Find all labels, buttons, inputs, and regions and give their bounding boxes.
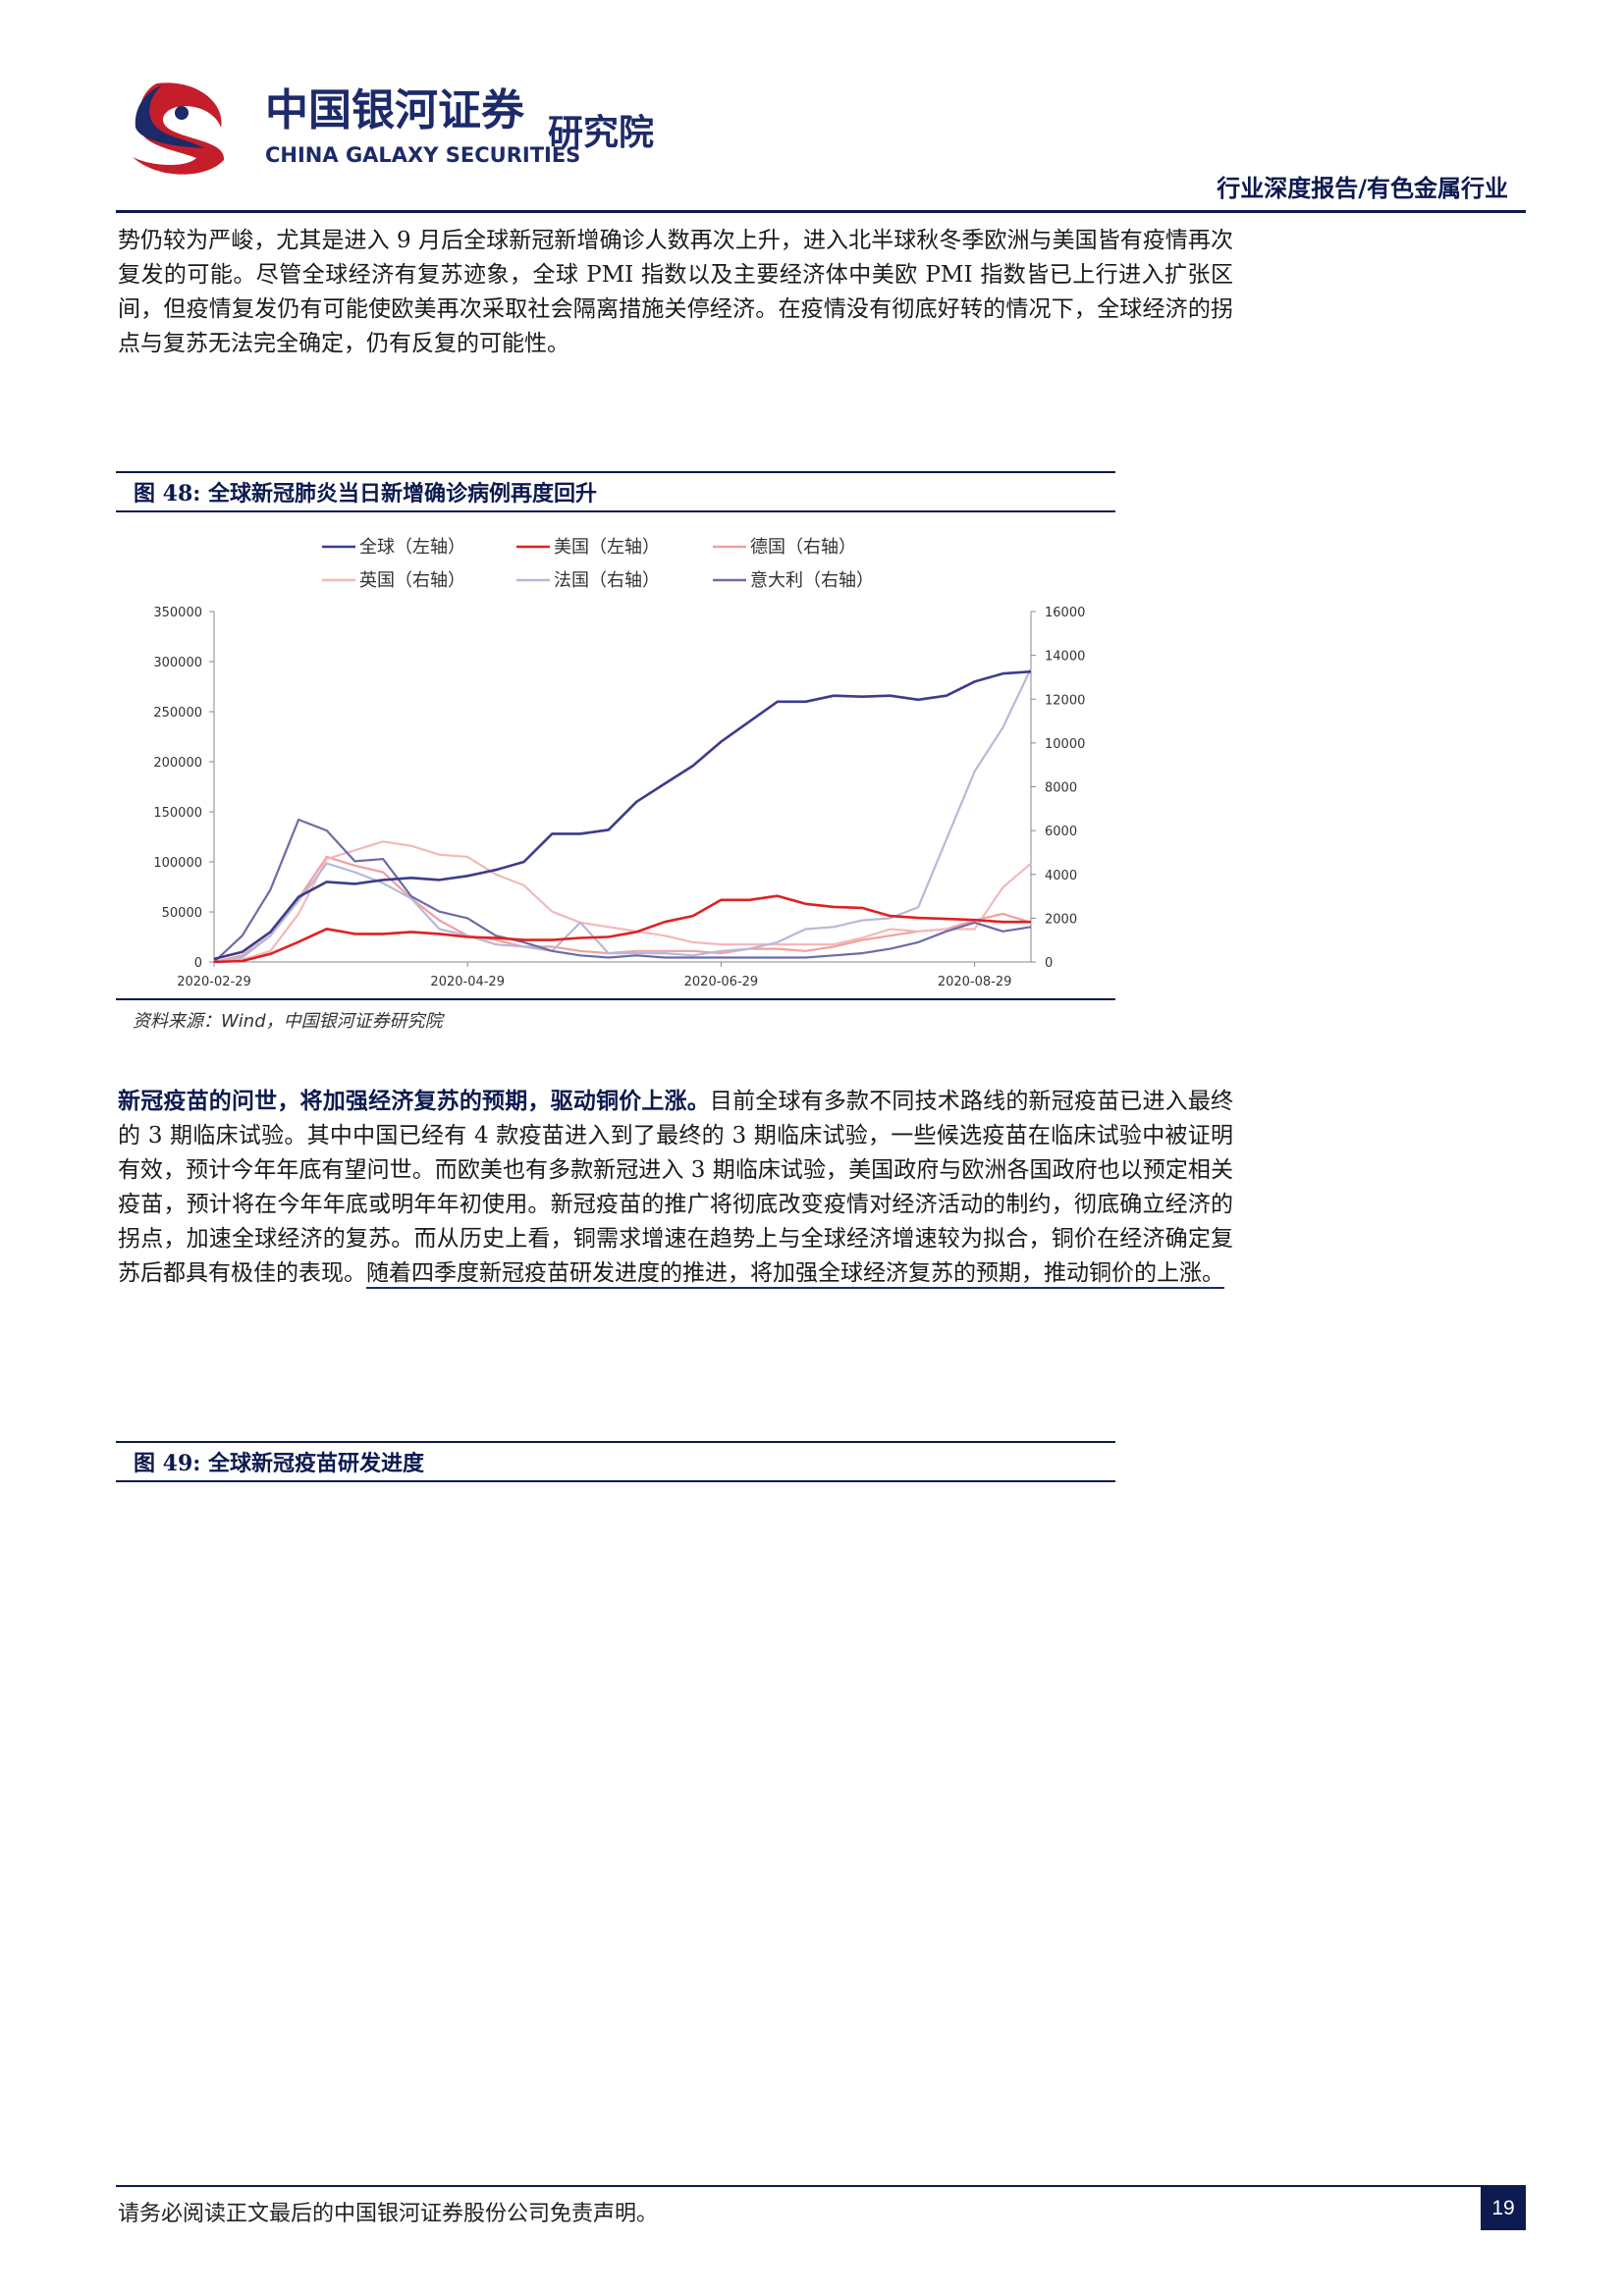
- covid-cases-line-chart: 全球（左轴） 美国（左轴） 德国（右轴） 英国（右轴） 法国（右轴） 意大利（右轴） 0 5…: [153, 537, 1085, 989]
- series-line-2: [213, 855, 1032, 964]
- chart-series: [213, 667, 1032, 964]
- right-axis-tick-label: 6000: [1045, 825, 1077, 839]
- left-axis-tick-label: 250000: [153, 706, 202, 721]
- right-axis-tick-label: 16000: [1045, 606, 1085, 620]
- series-line-0: [213, 669, 1032, 961]
- right-axis-tick-label: 2000: [1045, 912, 1077, 927]
- header-divider: [116, 210, 1526, 213]
- left-axis-tick-label: 200000: [153, 756, 202, 771]
- company-logo: 中国银河证券 CHINA GALAXY SECURITIES 研究院: [133, 82, 654, 175]
- left-axis-tick-label: 300000: [153, 656, 202, 670]
- right-axis-tick-label: 8000: [1045, 781, 1077, 796]
- left-axis-tick-label: 100000: [153, 856, 202, 871]
- x-axis-tick-label: 2020-02-29: [177, 975, 251, 989]
- report-section-title: 行业深度报告/有色金属行业: [1217, 175, 1508, 202]
- right-axis-tick-label: 10000: [1045, 737, 1085, 752]
- right-axis-tick-label: 14000: [1045, 650, 1085, 665]
- legend-label: 美国（左轴）: [554, 537, 660, 558]
- chart-legend: 全球（左轴） 美国（左轴） 德国（右轴） 英国（右轴） 法国（右轴） 意大利（右轴）: [322, 537, 874, 591]
- logo-en-text: CHINA GALAXY SECURITIES: [265, 143, 580, 167]
- x-axis-tick-label: 2020-04-29: [430, 975, 505, 989]
- galaxy-logo-icon: [133, 82, 225, 175]
- left-axis-tick-label: 50000: [162, 906, 202, 921]
- footer-disclaimer: 请务必阅读正文最后的中国银河证券股份公司免责声明。: [118, 2202, 659, 2226]
- x-axis-tick-label: 2020-08-29: [938, 975, 1012, 989]
- paragraph-2-body: 目前全球有多款不同技术路线的新冠疫苗已进入最终的 3 期临床试验。其中中国已经有…: [118, 1089, 1233, 1286]
- right-axis-tick-label: 0: [1045, 956, 1053, 971]
- paragraph-2-underlined: 随着四季度新冠疫苗研发进度的推进，将加强全球经济复苏的预期，推动铜价的上涨。: [366, 1260, 1224, 1289]
- legend-label: 意大利（右轴）: [750, 570, 874, 591]
- legend-label: 全球（左轴）: [359, 537, 465, 558]
- figure-48-source: 资料来源：Wind，中国银河证券研究院: [133, 1011, 443, 1032]
- left-axis-tick-label: 350000: [153, 606, 202, 620]
- figure-48-bottom-rule: [116, 998, 1115, 1000]
- left-axis-tick-label: 0: [194, 956, 202, 971]
- series-line-5: [213, 818, 1032, 963]
- legend-label: 德国（右轴）: [750, 537, 856, 558]
- figure-48-caption: 图 48: 全球新冠肺炎当日新增确诊病例再度回升: [116, 471, 1115, 512]
- paragraph-2-lead: 新冠疫苗的问世，将加强经济复苏的预期，驱动铜价上涨。: [118, 1088, 710, 1114]
- left-axis-tick-label: 150000: [153, 806, 202, 821]
- logo-cn-text: 中国银河证券: [265, 85, 525, 135]
- body-paragraph-1: 势仍较为严峻，尤其是进入 9 月后全球新冠新增确诊人数再次上升，进入北半球秋冬季…: [118, 228, 1233, 356]
- series-line-1: [213, 894, 1031, 964]
- series-line-3: [213, 840, 1032, 964]
- figure-49-caption: 图 49: 全球新冠疫苗研发进度: [116, 1441, 1115, 1482]
- legend-label: 英国（右轴）: [359, 570, 465, 591]
- x-axis-tick-label: 2020-06-29: [684, 975, 759, 989]
- right-axis-tick-label: 4000: [1045, 869, 1077, 883]
- logo-suffix-text: 研究院: [548, 113, 654, 153]
- page-number: 19: [1481, 2187, 1526, 2230]
- footer-divider: [116, 2185, 1526, 2187]
- body-paragraph-2: 新冠疫苗的问世，将加强经济复苏的预期，驱动铜价上涨。目前全球有多款不同技术路线的…: [118, 1084, 1233, 1291]
- chart-axes: 0500001000001500002000002500003000003500…: [153, 606, 1085, 989]
- right-axis-tick-label: 12000: [1045, 693, 1085, 708]
- legend-label: 法国（右轴）: [554, 570, 660, 591]
